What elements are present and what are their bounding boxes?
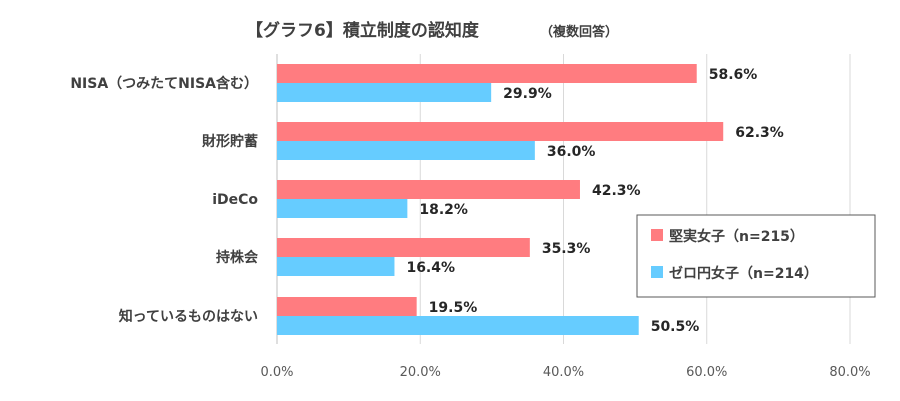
category-label: NISA（つみたてNISA含む） [70, 75, 258, 92]
data-label: 42.3% [592, 183, 641, 199]
legend: 堅実女子（n=215） ゼロ円女子（n=214） [636, 214, 876, 298]
data-label: 62.3% [735, 125, 784, 141]
x-tick-label: 20.0% [400, 365, 441, 380]
bar-kenjitsu [277, 180, 580, 199]
x-tick-label: 0.0% [260, 365, 293, 380]
x-tick-label: 40.0% [543, 365, 584, 380]
data-label: 16.4% [406, 260, 455, 276]
x-tick-label: 60.0% [686, 365, 727, 380]
data-label: 29.9% [503, 86, 552, 102]
bar-kenjitsu [277, 297, 417, 316]
bar-kenjitsu [277, 238, 530, 257]
data-label: 58.6% [709, 67, 758, 83]
category-label: 財形貯蓄 [201, 133, 258, 150]
chart-title-note: （複数回答） [540, 24, 618, 40]
legend-label-zeroen: ゼロ円女子（n=214） [669, 265, 818, 282]
bar-zeroen [277, 83, 492, 102]
bar-zeroen [277, 199, 408, 218]
chart-title-group: 【グラフ6】積立制度の認知度 （複数回答） [246, 20, 618, 41]
legend-swatch-zeroen [651, 266, 663, 278]
bar-kenjitsu [277, 64, 697, 83]
bars [277, 64, 724, 335]
data-label: 35.3% [542, 241, 591, 257]
category-label: 持株会 [216, 249, 259, 266]
x-tick-label: 80.0% [829, 365, 870, 380]
chart-title: 【グラフ6】積立制度の認知度 [246, 20, 480, 41]
legend-swatch-kenjitsu [651, 229, 663, 241]
legend-label-kenjitsu: 堅実女子（n=215） [669, 228, 804, 245]
bar-zeroen [277, 316, 639, 335]
bar-zeroen [277, 141, 535, 160]
data-label: 36.0% [547, 144, 596, 160]
data-label: 50.5% [651, 319, 700, 335]
category-label: 知っているものはない [119, 308, 258, 325]
legend-box [636, 214, 876, 298]
category-label: iDeCo [212, 192, 258, 208]
data-labels: 58.6% 62.3% 42.3% 35.3% 19.5% 29.9% 36.0% 18.2%… [406, 67, 783, 335]
data-label: 19.5% [429, 300, 478, 316]
data-label: 18.2% [419, 202, 468, 218]
bar-kenjitsu [277, 122, 724, 141]
x-tick-labels: 0.0% 20.0% 40.0% 60.0% 80.0% [260, 365, 870, 380]
bar-zeroen [277, 257, 395, 276]
